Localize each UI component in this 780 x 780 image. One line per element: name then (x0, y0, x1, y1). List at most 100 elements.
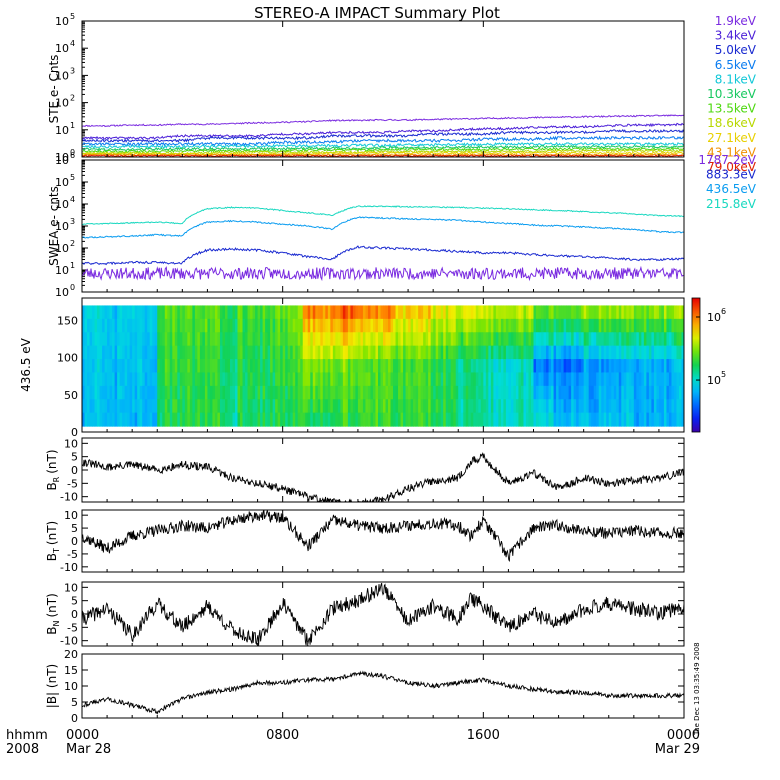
pad-cell (345, 399, 349, 414)
pad-cell (566, 318, 570, 333)
pad-cell (320, 318, 324, 333)
pad-cell (362, 345, 367, 360)
pad-cell (601, 399, 605, 414)
pad-cell (388, 372, 392, 387)
pad-cell (410, 305, 414, 320)
pad-cell (588, 372, 592, 387)
pad-cell (214, 372, 219, 387)
pad-cell (152, 399, 156, 414)
pad-cell (398, 359, 402, 374)
swea-y-tick-label: 10 (55, 286, 69, 299)
pad-cell (375, 412, 379, 427)
pad-cell (129, 359, 133, 374)
pad-cell (204, 399, 209, 414)
pad-cell (393, 359, 397, 374)
pad-cell (653, 399, 658, 414)
pad-cell (184, 332, 188, 347)
pad-cell (147, 345, 151, 360)
pad-cell (134, 399, 138, 414)
bt-ylabel: BT(nT) (45, 521, 61, 561)
pad-cell (127, 318, 131, 333)
pad-cell (204, 345, 209, 360)
pad-cell (390, 359, 394, 374)
pad-cell (661, 359, 665, 374)
pad-cell (235, 305, 239, 320)
pad-cell (656, 345, 660, 360)
pad-cell (114, 359, 118, 374)
pad-cell (510, 305, 515, 320)
pad-cell (475, 305, 479, 320)
pad-cell (616, 305, 620, 320)
pad-cell (515, 332, 520, 347)
pad-cell (495, 412, 499, 427)
pad-cell (235, 332, 239, 347)
pad-cell (149, 305, 153, 320)
pad-cell (302, 385, 306, 400)
pad-cell (606, 318, 610, 333)
pad-cell (355, 372, 359, 387)
pad-cell (315, 399, 319, 414)
pad-cell (425, 412, 429, 427)
pad-cell (558, 412, 562, 427)
pad-cell (212, 372, 216, 387)
pad-colorbar-exponent: 6 (721, 307, 726, 316)
pad-cell (119, 332, 123, 347)
pad-cell (159, 359, 163, 374)
pad-cell (653, 345, 658, 360)
pad-cell (623, 385, 627, 400)
pad-cell (488, 332, 492, 347)
pad-cell (337, 399, 341, 414)
pad-cell (503, 305, 507, 320)
swea-y-tick-exponent: 5 (70, 173, 75, 182)
pad-cell (485, 345, 489, 360)
pad-cell (132, 372, 136, 387)
pad-cell (631, 385, 635, 400)
pad-cell (505, 412, 510, 427)
pad-cell (661, 412, 665, 427)
pad-cell (302, 305, 306, 320)
pad-cell (628, 318, 632, 333)
pad-cell (207, 372, 211, 387)
pad-cell (177, 412, 181, 427)
pad-cell (104, 372, 108, 387)
pad-cell (390, 332, 394, 347)
pad-cell (252, 359, 256, 374)
pad-cell (315, 385, 319, 400)
pad-cell (608, 359, 612, 374)
pad-cell (305, 318, 309, 333)
pad-cell (388, 305, 392, 320)
pad-cell (558, 305, 562, 320)
pad-ylabel: 436.5 eV (19, 337, 33, 392)
pad-cell (581, 345, 585, 360)
pad-cell (478, 412, 482, 427)
pad-cell (212, 359, 216, 374)
pad-cell (282, 345, 286, 360)
pad-cell (330, 359, 334, 374)
pad-cell (307, 385, 311, 400)
ste-series-group (82, 114, 684, 157)
pad-cell (606, 385, 610, 400)
pad-cell (162, 412, 166, 427)
pad-cell (217, 318, 221, 333)
pad-cell (663, 332, 668, 347)
pad-cell (470, 372, 474, 387)
pad-cell (430, 372, 434, 387)
pad-cell (129, 345, 133, 360)
pad-cell (588, 318, 592, 333)
pad-cell (553, 385, 557, 400)
pad-cell (245, 305, 249, 320)
pad-cell (307, 399, 311, 414)
pad-colorbar-label: 10 (707, 374, 721, 387)
pad-cell (207, 359, 211, 374)
pad-cell (398, 305, 402, 320)
pad-cell (438, 332, 442, 347)
pad-cell (262, 359, 266, 374)
pad-cell (119, 345, 123, 360)
pad-cell (192, 332, 196, 347)
pad-cell (515, 318, 520, 333)
pad-cell (204, 359, 209, 374)
pad-cell (377, 399, 382, 414)
pad-cell (209, 359, 214, 374)
pad-cell (335, 372, 339, 387)
